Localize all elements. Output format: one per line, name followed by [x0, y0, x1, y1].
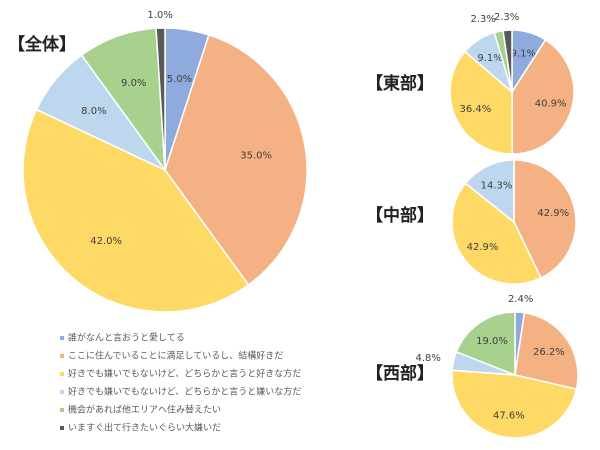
value-label: 5.0%: [167, 74, 192, 85]
value-label: 9.1%: [477, 53, 502, 64]
legend-label: 好きでも嫌いでもないけど、どちらかと言うと嫌いな方だ: [68, 386, 301, 398]
legend-swatch: [60, 354, 64, 358]
value-label: 2.3%: [494, 12, 519, 23]
pie-slice: [502, 29, 513, 93]
pie-slice: [22, 108, 250, 313]
pie-slice: [464, 159, 515, 224]
legend-label: ここに住んでいることに満足しているし、結構好きだ: [68, 350, 283, 362]
chart-title: 【全体】: [8, 34, 76, 55]
value-label: 14.3%: [481, 181, 513, 192]
pie-slice: [513, 159, 577, 279]
pie-slice: [449, 50, 513, 155]
legend-label: いますぐ出て行きたいぐらい大嫌いだ: [68, 422, 221, 434]
pie-slice: [455, 311, 516, 377]
value-label: 26.2%: [533, 347, 565, 358]
legend-swatch: [60, 426, 64, 430]
pie-slice: [80, 27, 166, 173]
legend-swatch: [60, 408, 64, 412]
chart-title: 【中部】: [366, 205, 434, 226]
pie-slice: [164, 34, 308, 286]
value-label: 47.6%: [493, 410, 525, 421]
value-label: 8.0%: [81, 106, 106, 117]
chart-title: 【西部】: [366, 363, 434, 384]
value-label: 40.9%: [535, 98, 567, 109]
value-label: 42.0%: [90, 236, 122, 247]
value-label: 2.3%: [470, 14, 495, 25]
pie-slice: [451, 182, 542, 285]
legend-label: 機会があれば他エリアへ住み替えたい: [68, 404, 221, 416]
legend-swatch: [60, 390, 64, 394]
value-label: 4.8%: [416, 353, 441, 364]
legend-swatch: [60, 372, 64, 376]
value-label: 36.4%: [460, 104, 492, 115]
value-label: 2.4%: [508, 294, 533, 305]
legend-label: 好きでも嫌いでもないけど、どちらかと言うと好きな方だ: [68, 368, 301, 380]
pie-slice: [451, 369, 578, 439]
value-label: 42.9%: [467, 242, 499, 253]
value-label: 1.0%: [147, 10, 172, 21]
value-label: 9.1%: [511, 48, 536, 59]
pie-slice: [511, 38, 575, 155]
chart-title: 【東部】: [366, 73, 434, 94]
value-label: 42.9%: [537, 208, 569, 219]
value-label: 9.0%: [121, 78, 146, 89]
pie-slice: [155, 27, 166, 171]
legend-swatch: [60, 336, 64, 340]
legend-label: 誰がなんと言おうと愛してる: [68, 332, 185, 344]
pie-slice: [514, 311, 579, 391]
value-label: 19.0%: [476, 336, 508, 347]
value-label: 35.0%: [240, 151, 272, 162]
